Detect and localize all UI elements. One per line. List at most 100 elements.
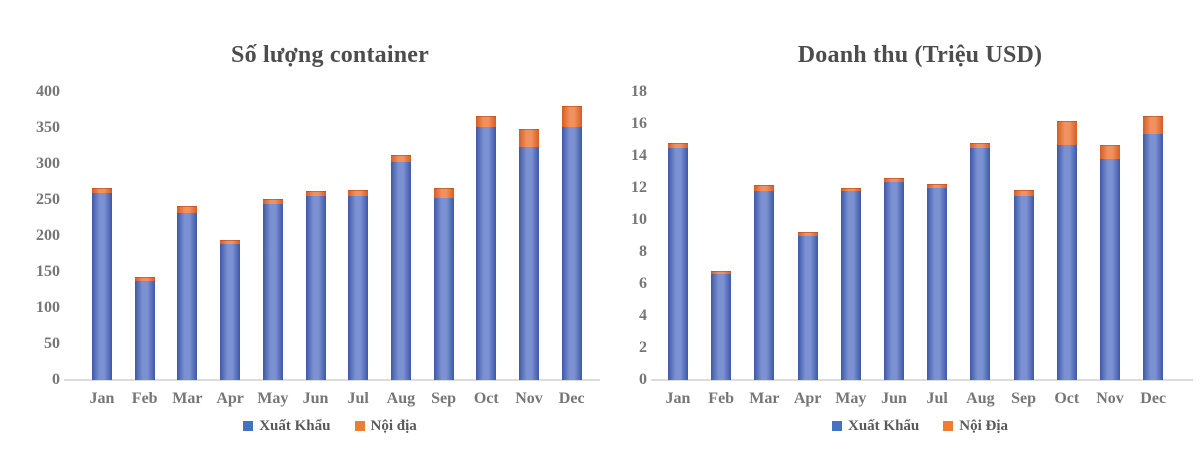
x-axis-tick-label: Mar (172, 390, 203, 407)
plot-area-container-count (64, 92, 600, 381)
bar-segment-domestic-oct (476, 115, 497, 128)
bar-segment-export-dec (1143, 133, 1164, 380)
bar-segment-domestic-mar (177, 205, 198, 213)
y-axis-tick-label: 18 (631, 83, 647, 100)
y-axis-tick-label: 8 (639, 243, 647, 260)
y-axis-tick-label: 350 (36, 119, 60, 136)
chart-title-revenue: Doanh thu (Triệu USD) (797, 42, 1043, 68)
bar-segment-export-sep (1013, 196, 1034, 380)
bar-segment-export-jul (348, 195, 369, 380)
bar-segment-domestic-nov (519, 129, 539, 148)
bar-segment-export-jun (884, 181, 904, 380)
bar-segment-domestic-jun (305, 191, 326, 196)
bar-segment-export-feb (134, 280, 155, 380)
y-axis-tick-label: 2 (639, 339, 647, 356)
bar-segment-domestic-sep (1013, 189, 1034, 196)
bar-segment-domestic-jan (92, 187, 112, 193)
bar-segment-domestic-jul (348, 189, 369, 196)
bar-segment-export-jun (305, 195, 326, 380)
y-axis-tick-label: 10 (631, 211, 647, 228)
x-axis-tick-label: Feb (131, 390, 158, 407)
y-axis-tick-label: 100 (36, 299, 60, 316)
x-axis-tick-label: Jun (881, 390, 907, 407)
bar-segment-export-nov (1100, 159, 1120, 380)
y-axis-tick-label: 50 (44, 335, 60, 352)
bar-segment-domestic-dec (561, 105, 582, 127)
bar-segment-domestic-apr (797, 232, 818, 236)
bar-segment-export-apr (797, 236, 818, 380)
bar-segment-export-dec (561, 126, 582, 380)
legend-item-domestic: Nội địa (354, 417, 417, 435)
bar-segment-export-mar (754, 191, 775, 380)
x-axis-tick-label: Jul (347, 390, 369, 407)
x-axis-tick-label: Mar (749, 390, 780, 407)
x-axis-tick-label: Nov (1096, 390, 1124, 407)
legend-label: Xuất Khẩu (259, 418, 331, 434)
bar-segment-domestic-may (262, 199, 283, 205)
x-axis-tick-label: Oct (1054, 390, 1080, 407)
legend-revenue: Xuất Khẩu Nội Địa (655, 417, 1185, 435)
plot-area-revenue (651, 92, 1193, 381)
x-axis-tick-label: Sep (431, 390, 457, 407)
y-axis-tick-label: 16 (631, 115, 647, 132)
x-axis-tick-label: Aug (966, 390, 995, 407)
bar-segment-export-aug (390, 161, 411, 380)
bar-segment-domestic-mar (754, 184, 775, 192)
bar-segment-export-mar (177, 212, 198, 380)
legend-item-export: Xuất Khẩu (831, 417, 920, 435)
y-axis-tick-label: 200 (36, 227, 60, 244)
legend-container-count: Xuất Khẩu Nội địa (68, 417, 592, 435)
y-axis-tick-label: 400 (36, 83, 60, 100)
x-axis-tick-label: Apr (216, 390, 244, 407)
bar-segment-export-may (840, 191, 861, 380)
x-axis-tick-label: Sep (1011, 390, 1037, 407)
legend-item-export: Xuất Khẩu (243, 417, 331, 435)
bar-segment-export-apr (220, 243, 241, 380)
bar-segment-domestic-jul (927, 184, 948, 188)
bar-segment-domestic-jun (884, 178, 904, 182)
y-axis-tick-label: 300 (36, 155, 60, 172)
x-axis-tick-label: May (257, 390, 289, 407)
legend-swatch-icon (943, 421, 954, 431)
legend-label: Xuất Khẩu (847, 418, 920, 434)
y-axis-tick-label: 6 (639, 275, 647, 292)
y-axis-tick-label: 150 (36, 263, 60, 280)
y-axis-tick-label: 4 (639, 307, 647, 324)
legend-item-domestic: Nội Địa (943, 417, 1008, 435)
y-axis-tick-label: 14 (631, 147, 647, 164)
bar-segment-export-jan (92, 192, 112, 380)
y-axis-tick-label: 0 (639, 371, 647, 388)
legend-swatch-icon (243, 421, 254, 431)
x-axis-tick-label: Nov (515, 390, 543, 407)
bar-segment-domestic-oct (1056, 120, 1077, 145)
y-axis-tick-label: 0 (52, 371, 60, 388)
y-axis-tick-label: 12 (631, 179, 647, 196)
x-axis-tick-label: Dec (558, 390, 585, 407)
bar-segment-domestic-nov (1100, 144, 1120, 160)
legend-swatch-icon (831, 421, 842, 431)
x-axis-tick-label: Jul (926, 390, 948, 407)
x-axis-tick-label: Jan (665, 390, 691, 407)
x-axis-tick-label: Aug (386, 390, 416, 407)
legend-swatch-icon (354, 421, 365, 431)
x-axis-tick-label: Feb (708, 390, 735, 407)
bar-segment-export-may (262, 204, 283, 380)
bar-segment-export-jan (668, 148, 688, 380)
x-axis-tick-label: Jan (89, 390, 115, 407)
x-axis-tick-label: Jun (302, 390, 329, 407)
legend-label: Nội địa (370, 418, 417, 434)
bar-segment-export-sep (433, 197, 454, 380)
x-axis-tick-label: Oct (473, 390, 499, 407)
x-axis-tick-label: Dec (1140, 390, 1167, 407)
bar-segment-domestic-aug (970, 143, 991, 148)
bar-segment-export-oct (1056, 144, 1077, 380)
bar-segment-domestic-jan (668, 143, 688, 148)
chart-title-container-count: Số lượng container (231, 42, 429, 68)
y-axis-tick-label: 250 (36, 191, 60, 208)
bar-segment-domestic-sep (433, 188, 454, 198)
bar-segment-export-oct (476, 127, 497, 380)
bar-segment-domestic-dec (1143, 116, 1164, 134)
bar-segment-domestic-may (840, 188, 861, 192)
x-axis-tick-label: May (835, 390, 867, 407)
